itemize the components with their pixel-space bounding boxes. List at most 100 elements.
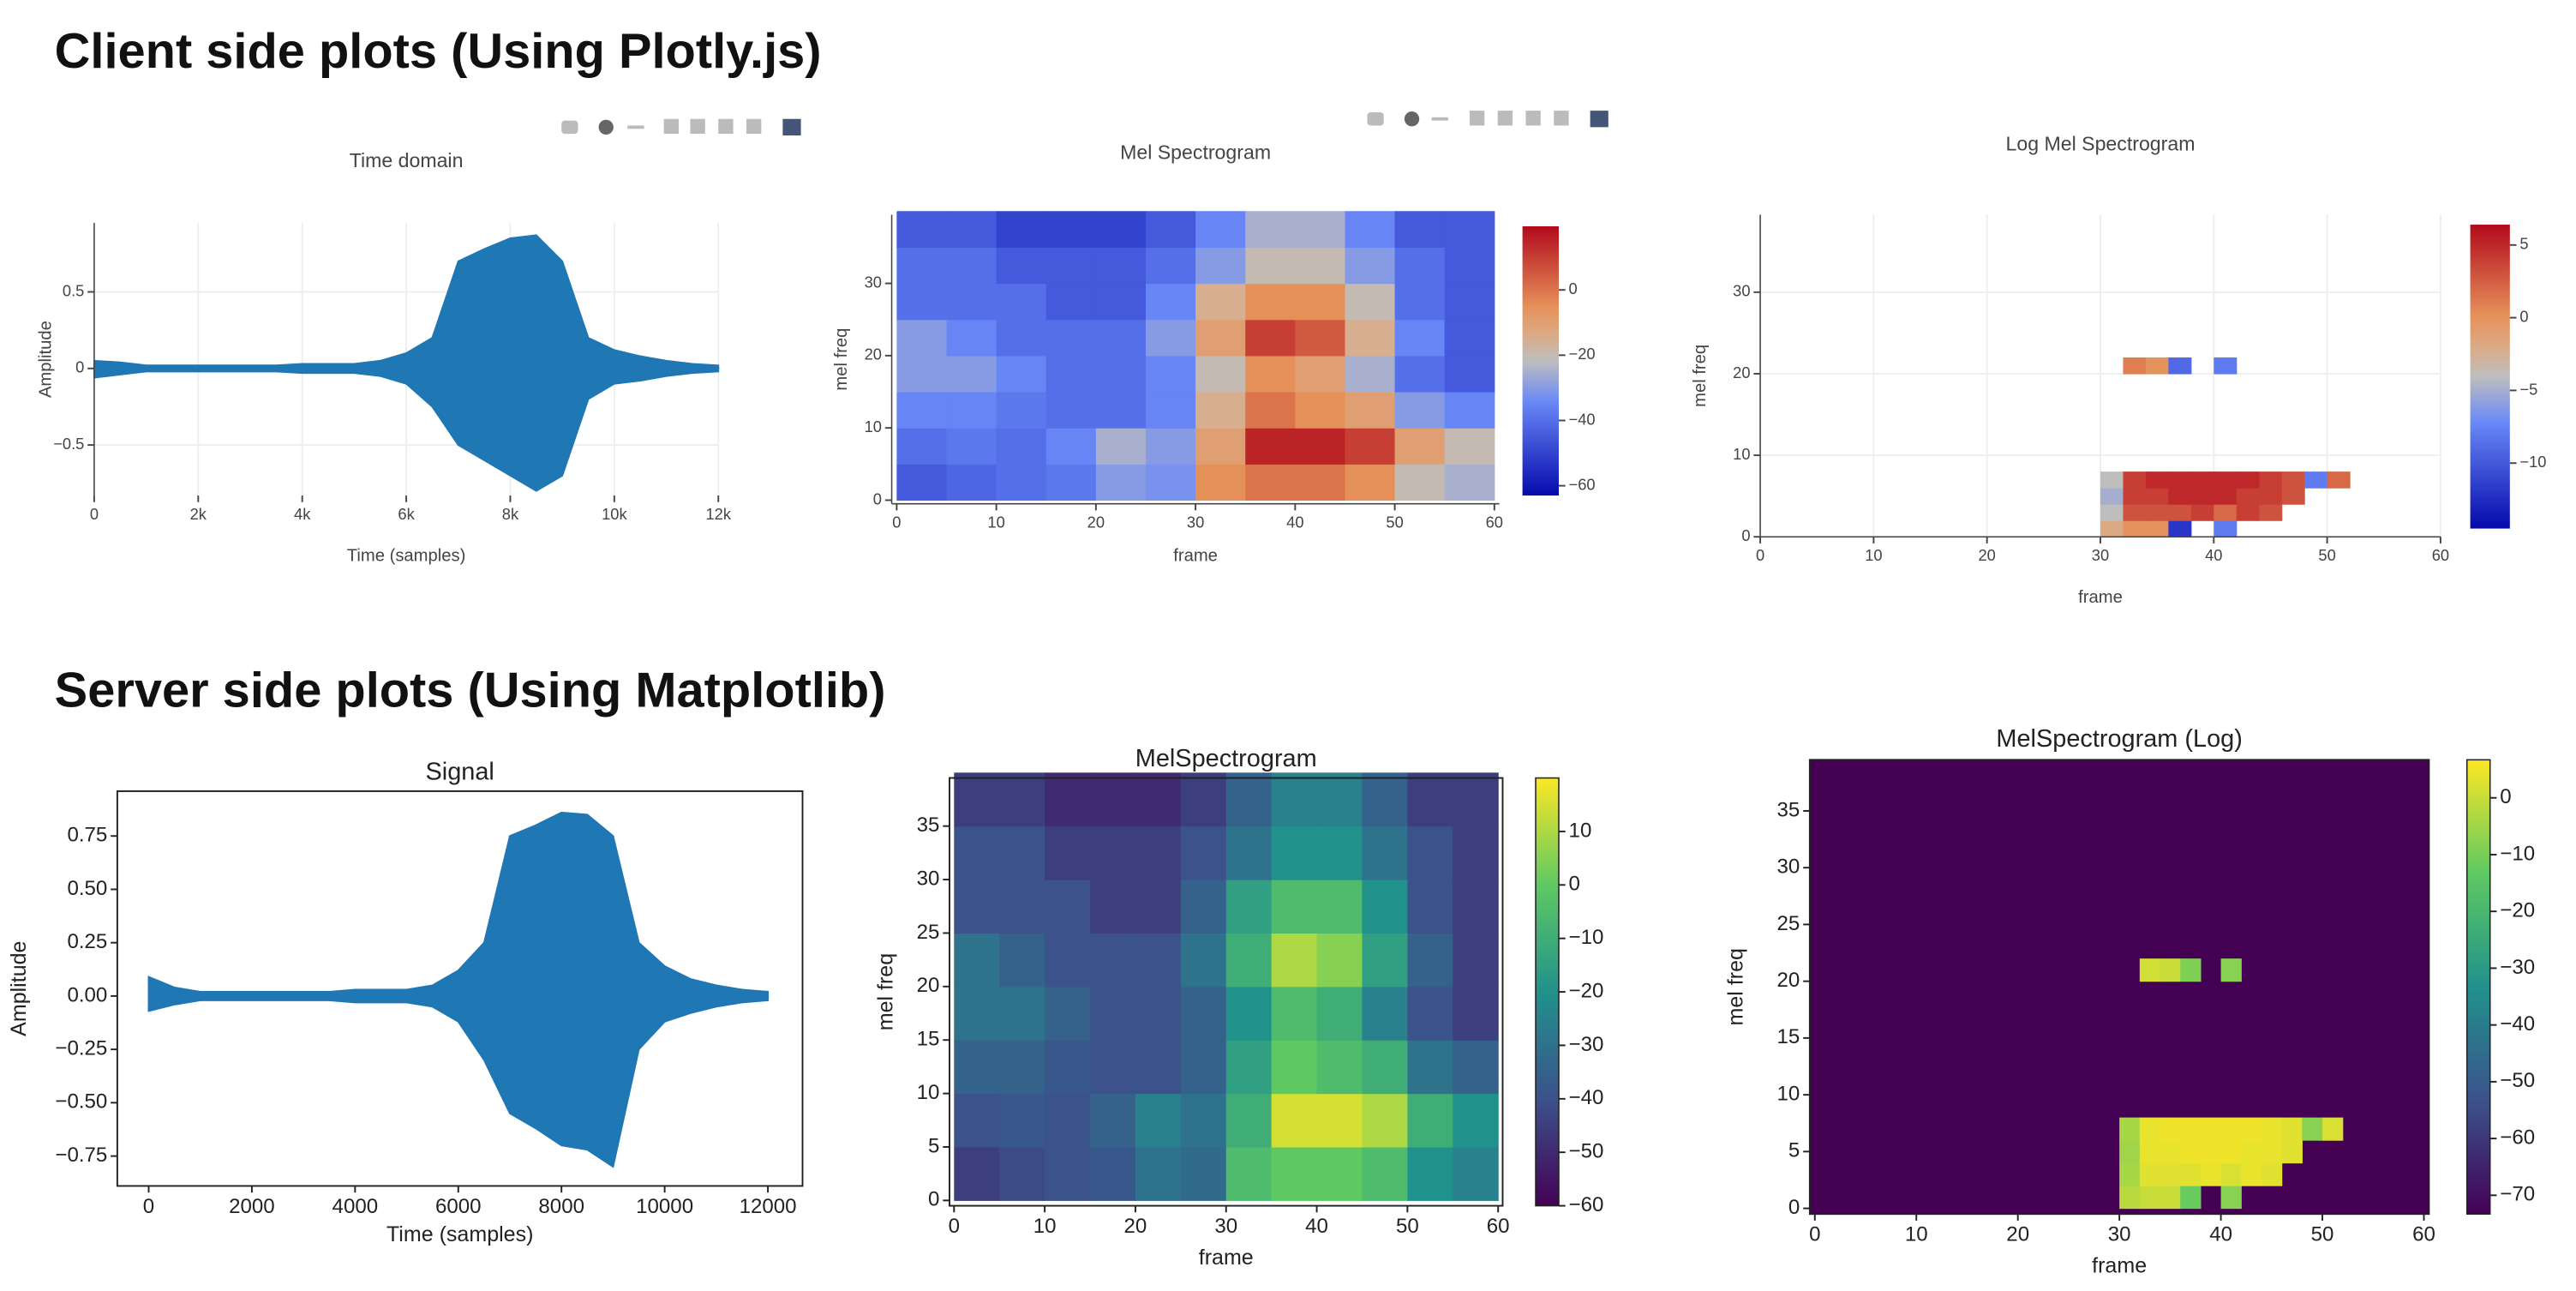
heatmap-cell: [999, 1040, 1045, 1095]
zoom-in-icon[interactable]: [1469, 111, 1485, 126]
heatmap-cell: [1225, 933, 1273, 988]
zoom-out-icon[interactable]: [1497, 111, 1513, 126]
y-tick-label: 0: [75, 358, 84, 376]
heatmap-cell: [1444, 211, 1495, 248]
y-axis-label: Amplitude: [7, 941, 31, 1036]
heatmap-cell: [896, 428, 948, 465]
x-tick-label: 0: [892, 513, 901, 531]
autoscale-icon[interactable]: [1525, 111, 1541, 126]
reset-icon[interactable]: [746, 118, 762, 135]
pan-icon[interactable]: [1431, 117, 1448, 121]
heatmap-cell: [1090, 772, 1136, 827]
heatmap-cell: [1345, 464, 1396, 501]
chart: Mel Spectrogram frame mel freq 0 −20 −40 −60 0 1…: [832, 141, 1596, 565]
zoom-icon[interactable]: [1404, 111, 1420, 127]
heatmap-cell: [1195, 464, 1246, 501]
camera-icon[interactable]: [1367, 112, 1384, 126]
heatmap-cell: [2281, 1117, 2303, 1141]
colorbar-tick-label: −5: [2519, 380, 2537, 398]
y-tick-label: 0.50: [67, 877, 107, 900]
heatmap-cell: [2220, 1186, 2242, 1210]
y-tick-label: 35: [917, 814, 940, 837]
heatmap-cell: [1095, 211, 1147, 248]
waveform: [147, 811, 770, 997]
heatmap-cell: [1345, 355, 1396, 393]
colorbar-tick-label: −50: [2500, 1069, 2535, 1092]
heatmap-cell: [1145, 283, 1196, 321]
heatmap-cell: [1453, 933, 1499, 988]
heatmap-cell: [946, 319, 997, 357]
heatmap-cell: [1145, 247, 1196, 285]
plotly-logo[interactable]: [1590, 111, 1609, 128]
colorbar: [1535, 777, 1560, 1207]
heatmap-cell: [1095, 464, 1147, 501]
colorbar-tick-label: −50: [1569, 1140, 1604, 1163]
heatmap-cell: [1045, 355, 1097, 393]
y-tick-label: 20: [1777, 969, 1800, 992]
heatmap-cell: [1045, 464, 1097, 501]
heatmap-cell: [1180, 1093, 1227, 1148]
heatmap-cell: [1444, 464, 1495, 501]
heatmap-cell: [996, 464, 1047, 501]
colorbar-tick-label: −30: [1569, 1033, 1604, 1056]
heatmap-cell: [2139, 1186, 2161, 1210]
heatmap-cell: [1180, 880, 1227, 934]
y-tick-label: 20: [1733, 363, 1750, 381]
heatmap-cell: [1245, 211, 1296, 248]
heatmap-cell: [2100, 504, 2124, 521]
reset-icon[interactable]: [1554, 111, 1569, 126]
heatmap-cell: [946, 247, 997, 285]
camera-icon[interactable]: [561, 120, 578, 135]
x-tick-label: 8000: [538, 1195, 584, 1218]
zoom-in-icon[interactable]: [663, 118, 680, 135]
heatmap-cell: [2119, 1186, 2141, 1210]
heatmap-cell: [2200, 1117, 2222, 1141]
heatmap-cell: [996, 247, 1047, 285]
chart-title: Time domain: [350, 149, 464, 171]
heatmap-cell: [2160, 1140, 2181, 1164]
heatmap-cell: [1394, 428, 1446, 465]
heatmap-cell: [2145, 488, 2169, 505]
heatmap-cell: [1135, 880, 1182, 934]
x-tick-label: 10: [987, 513, 1004, 531]
colorbar-tick-label: −70: [2500, 1183, 2535, 1206]
heatmap-cell: [2236, 504, 2260, 521]
heatmap-cell: [1295, 211, 1346, 248]
pan-icon[interactable]: [627, 125, 644, 129]
chart: Signal Time (samples) Amplitude 0 2000 4000 60…: [7, 758, 804, 1246]
heatmap-cell: [1095, 355, 1147, 393]
y-axis-label: mel freq: [1724, 948, 1748, 1025]
heatmap-cell: [996, 283, 1047, 321]
colorbar-tick-label: 10: [1569, 819, 1592, 842]
heatmap-cell: [2145, 471, 2169, 489]
heatmap-cell: [999, 933, 1045, 988]
zoom-icon[interactable]: [598, 119, 614, 135]
heatmap-cell: [1407, 1093, 1453, 1148]
colorbar: [2465, 759, 2491, 1215]
heatmap-cell: [2100, 471, 2124, 489]
heatmap-cell: [946, 428, 997, 465]
heatmap-cell: [1045, 428, 1097, 465]
y-tick-label: 0: [928, 1188, 939, 1211]
heatmap-cell: [1453, 986, 1499, 1041]
autoscale-icon[interactable]: [718, 118, 734, 135]
plotly-logo[interactable]: [782, 118, 801, 135]
x-tick-label: 50: [2311, 1223, 2334, 1246]
heatmap-cell: [2180, 958, 2202, 982]
heatmap-cell: [1045, 247, 1097, 285]
heatmap-cell: [2100, 520, 2124, 537]
heatmap-cell: [1045, 283, 1097, 321]
x-tick-label: 20: [2006, 1223, 2029, 1246]
x-axis-label: frame: [2078, 588, 2123, 607]
modebar: [1367, 111, 1609, 128]
heatmap-cell: [1180, 933, 1227, 988]
heatmap-cell: [1090, 880, 1136, 934]
y-tick-label: −0.25: [55, 1037, 107, 1060]
heatmap-cell: [1245, 428, 1296, 465]
x-tick-label: 50: [2318, 546, 2335, 564]
heatmap-cell: [896, 355, 948, 393]
colorbar-tick-label: 0: [2500, 785, 2511, 808]
zoom-out-icon[interactable]: [690, 118, 705, 135]
heatmap-cell: [1394, 392, 1446, 429]
y-tick-label: 20: [917, 974, 940, 997]
